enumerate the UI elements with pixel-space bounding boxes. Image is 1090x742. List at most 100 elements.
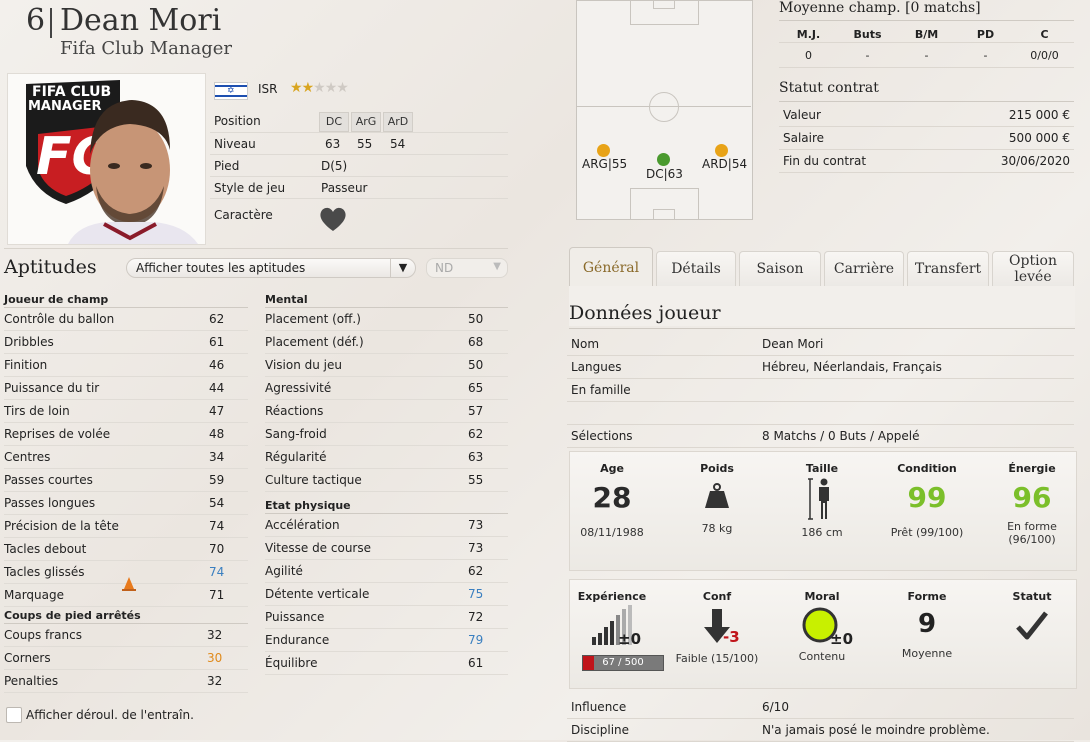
- info-label: Discipline: [571, 723, 630, 737]
- attribute-name: Accélération: [265, 518, 340, 532]
- header-separator: [50, 8, 52, 38]
- attribute-row: Placement (déf.) 68: [265, 331, 508, 354]
- attribute-name: Équilibre: [265, 656, 318, 670]
- attribute-row: Précision de la tête 74: [4, 515, 248, 538]
- experience-bar: 67 / 500: [582, 655, 664, 671]
- attribute-value: 59: [209, 473, 225, 487]
- attribute-name: Corners: [4, 651, 51, 665]
- attribute-row: Agressivité 65: [265, 377, 508, 400]
- attribute-value: 57: [468, 404, 484, 418]
- experience-label: Expérience: [577, 590, 647, 603]
- tab-transfer[interactable]: Transfert: [907, 251, 989, 286]
- attribute-value: 74: [209, 565, 225, 579]
- attribute-value: 75: [468, 587, 484, 601]
- attribute-row: Coups francs 32: [4, 624, 248, 647]
- condition-status: Prêt (99/100): [890, 526, 964, 539]
- energy-label: Énergie: [1008, 462, 1056, 475]
- show-training-checkbox[interactable]: [6, 707, 22, 723]
- divider: [4, 307, 248, 308]
- attribute-name: Agilité: [265, 564, 303, 578]
- attribute-value: 61: [468, 656, 484, 670]
- attribute-name: Vitesse de course: [265, 541, 371, 555]
- tab-general[interactable]: Général: [569, 247, 653, 288]
- aptitudes-filter-dropdown[interactable]: Afficher toutes les aptitudes ▼: [126, 258, 416, 278]
- attribute-name: Finition: [4, 358, 48, 372]
- attribute-name: Puissance: [265, 610, 325, 624]
- setpiece-attributes: Coups francs 32 Corners 30 Penalties 32: [4, 624, 248, 693]
- info-row: Valeur 215 000 €: [779, 104, 1074, 127]
- attribute-row: Passes longues 54: [4, 492, 248, 515]
- nd-dropdown[interactable]: ND ▼: [426, 258, 508, 278]
- attribute-value: 65: [468, 381, 484, 395]
- attribute-value: 61: [209, 335, 225, 349]
- attribute-row: Équilibre 61: [265, 652, 508, 675]
- attribute-name: Culture tactique: [265, 473, 362, 487]
- pitch-marker[interactable]: [657, 153, 670, 166]
- info-label: Sélections: [571, 429, 633, 443]
- level-row: [210, 132, 508, 155]
- filter-value: Afficher toutes les aptitudes: [136, 261, 306, 275]
- field-attributes: Contrôle du ballon 62 Dribbles 61 Finition 46…: [4, 308, 248, 607]
- info-label: Influence: [571, 700, 627, 714]
- attribute-name: Tacles debout: [4, 542, 87, 556]
- attribute-value: 55: [468, 473, 484, 487]
- moral-status: Contenu: [798, 650, 846, 663]
- attribute-value: 72: [468, 610, 484, 624]
- divider: [4, 623, 248, 624]
- weight-label: Poids: [700, 462, 734, 475]
- attribute-value: 50: [468, 312, 484, 326]
- experience-bars-icon: [592, 605, 632, 645]
- contract-table: Valeur 215 000 € Salaire 500 000 € Fin du co…: [779, 104, 1074, 173]
- physical-stats-panel: Age 28 08/11/1988 Poids 78 kg Taille 186…: [569, 451, 1077, 571]
- divider: [569, 328, 1075, 329]
- info-label: Nom: [571, 337, 600, 351]
- average-value: 0/0/0: [1030, 49, 1059, 62]
- experience-delta: ±0: [618, 630, 642, 648]
- experience-bar-text: 67 / 500: [602, 657, 644, 668]
- arrow-down-icon: [704, 609, 730, 643]
- heart-icon[interactable]: [318, 204, 348, 234]
- height-value: 186 cm: [801, 526, 843, 539]
- nation-code: ISR: [258, 82, 278, 96]
- tab-details[interactable]: Détails: [656, 251, 736, 286]
- attribute-name: Agressivité: [265, 381, 332, 395]
- level-value: 54: [390, 137, 406, 151]
- attribute-row: Agilité 62: [265, 560, 508, 583]
- attribute-value: 79: [468, 633, 484, 647]
- attribute-row: Tacles glissés 74: [4, 561, 248, 584]
- tab-option[interactable]: Option levée: [992, 251, 1074, 286]
- attribute-row: Vision du jeu 50: [265, 354, 508, 377]
- info-value: Hébreu, Néerlandais, Français: [762, 360, 942, 374]
- average-header: C: [1040, 28, 1049, 41]
- pitch-marker[interactable]: [597, 144, 610, 157]
- star-icon: ★: [324, 80, 338, 96]
- mental-title: Mental: [265, 293, 308, 306]
- attribute-name: Détente verticale: [265, 587, 370, 601]
- attribute-row: Corners 30: [4, 647, 248, 670]
- attribute-row: Penalties 32: [4, 670, 248, 693]
- star-icon: ★: [313, 80, 326, 96]
- mental-attributes: Placement (off.) 50 Placement (déf.) 68 Visi…: [265, 308, 508, 492]
- attribute-row: Passes courtes 59: [4, 469, 248, 492]
- tab-season[interactable]: Saison: [739, 251, 821, 286]
- info-label: Fin du contrat: [783, 154, 867, 168]
- attribute-row: Dribbles 61: [4, 331, 248, 354]
- attribute-name: Réactions: [265, 404, 324, 418]
- attribute-value: 34: [209, 450, 225, 464]
- energy-value: 96: [1012, 481, 1052, 514]
- experience-bar-fill: [583, 656, 594, 670]
- attribute-name: Penalties: [4, 674, 59, 688]
- foot-label: Pied: [214, 159, 240, 173]
- info-value: N'a jamais posé le moindre problème.: [762, 723, 990, 737]
- info-value: 215 000 €: [1008, 108, 1070, 122]
- info-value: Dean Mori: [762, 337, 824, 351]
- form-value: 9: [917, 609, 937, 639]
- morale-panel: Expérience ±0 67 / 500 Conf -3 Faible (1…: [569, 579, 1077, 689]
- attribute-name: Tacles glissés: [4, 565, 85, 579]
- tab-career[interactable]: Carrière: [824, 251, 904, 286]
- position-label: Position: [214, 114, 261, 128]
- condition-value: 99: [907, 481, 947, 514]
- pitch-marker[interactable]: [715, 144, 728, 157]
- info-label: Valeur: [783, 108, 821, 122]
- player-name: Dean Mori: [60, 3, 222, 38]
